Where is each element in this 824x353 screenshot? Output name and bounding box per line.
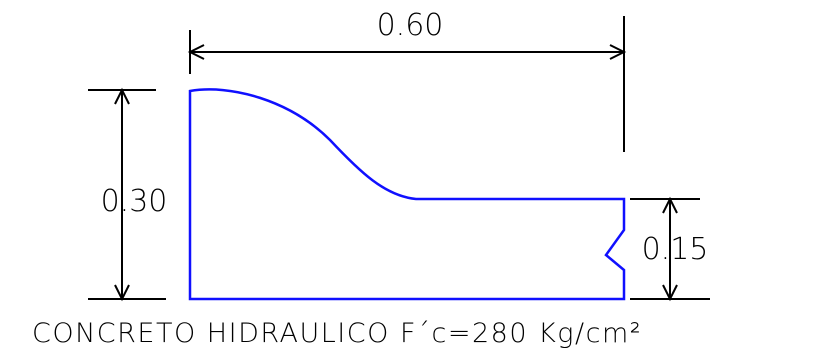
arrow-down-right (662, 284, 678, 302)
dimension-height-right (630, 196, 710, 302)
arrow-left (187, 44, 205, 60)
dimension-width (187, 16, 627, 152)
arrow-up (114, 87, 130, 105)
dimension-height-total (88, 87, 166, 302)
arrow-down (114, 284, 130, 302)
height-right-dimension-label: 0.15 (642, 232, 709, 267)
width-dimension-label: 0.60 (377, 8, 444, 43)
curb-profile-outline (188, 88, 626, 301)
height-total-dimension-label: 0.30 (101, 184, 168, 219)
arrow-right (609, 44, 627, 60)
arrow-up-right (662, 196, 678, 214)
material-caption: CONCRETO HIDRAULICO F´c=280 Kg/cm² (32, 318, 642, 349)
